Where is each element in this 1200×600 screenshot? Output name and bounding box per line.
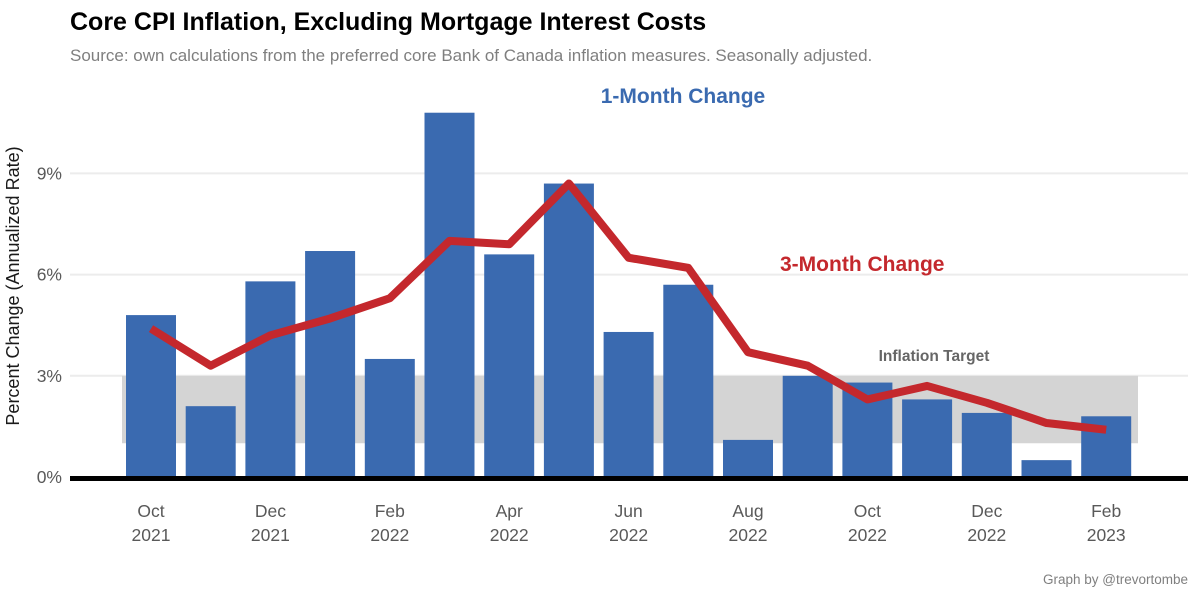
bar-dec-2022: [961, 412, 1012, 477]
x-axis-line: [70, 476, 1188, 481]
x-tick-label: Apr 2022: [490, 501, 529, 545]
x-tick-year: 2023: [1087, 525, 1126, 545]
x-tick-month: Oct: [137, 501, 164, 521]
x-tick-year: 2022: [609, 525, 648, 545]
x-tick-month: Dec: [971, 501, 1002, 521]
x-tick-year: 2022: [370, 525, 409, 545]
inflation-target-label: Inflation Target: [878, 348, 990, 365]
x-tick-month: Aug: [732, 501, 763, 521]
bar-series-layer: [126, 112, 1132, 477]
legend-1-month-change: 1-Month Change: [600, 85, 766, 108]
x-tick-label: Dec 2022: [967, 501, 1006, 545]
tick-labels-layer: 0% 3% 6% 9% Oct 2021 Dec 2021 Feb 2022 Apr 2022 Jun 2…: [37, 163, 1126, 545]
x-tick-label: Feb 2023: [1087, 501, 1126, 545]
credit-label: Graph by @trevortombe: [1042, 572, 1188, 587]
x-tick-month: Jun: [614, 501, 642, 521]
bar-mar-2022: [424, 112, 475, 477]
y-tick-label: 0%: [37, 467, 62, 487]
x-tick-month: Feb: [1091, 501, 1121, 521]
x-tick-month: Oct: [854, 501, 881, 521]
x-tick-year: 2022: [848, 525, 887, 545]
x-tick-label: Feb 2022: [370, 501, 409, 545]
x-tick-year: 2022: [729, 525, 768, 545]
bar-jan-2023: [1021, 460, 1072, 477]
x-tick-label: Oct 2021: [132, 501, 171, 545]
x-tick-year: 2021: [251, 525, 290, 545]
bar-dec-2021: [245, 281, 296, 477]
bar-jun-2022: [603, 331, 654, 477]
bar-aug-2022: [723, 439, 773, 477]
x-tick-label: Oct 2022: [848, 501, 887, 545]
legend-3-month-change: 3-Month Change: [780, 253, 945, 276]
bar-sep-2022: [782, 375, 833, 477]
page-title: Core CPI Inflation, Excluding Mortgage I…: [70, 8, 707, 36]
bar-may-2022: [543, 183, 594, 477]
bar-jul-2022: [663, 284, 714, 477]
x-tick-year: 2021: [132, 525, 171, 545]
bar-nov-2022: [902, 399, 953, 477]
y-tick-label: 6%: [37, 265, 62, 285]
x-tick-month: Apr: [496, 501, 523, 521]
x-tick-year: 2022: [967, 525, 1006, 545]
bar-feb-2022: [364, 358, 415, 477]
bar-jan-2022: [305, 251, 356, 477]
x-tick-label: Aug 2022: [729, 501, 768, 545]
line-series-layer: [148, 179, 1107, 434]
y-axis-title: Percent Change (Annualized Rate): [3, 146, 23, 425]
three-month-change-line: [148, 179, 1107, 434]
y-tick-label: 9%: [37, 163, 62, 183]
page-subtitle: Source: own calculations from the prefer…: [70, 46, 873, 65]
bar-nov-2021: [185, 406, 236, 477]
x-tick-month: Feb: [375, 501, 405, 521]
x-tick-year: 2022: [490, 525, 529, 545]
x-tick-label: Dec 2021: [251, 501, 290, 545]
x-tick-month: Dec: [255, 501, 286, 521]
bar-apr-2022: [484, 254, 535, 477]
x-tick-label: Jun 2022: [609, 501, 648, 545]
y-tick-label: 3%: [37, 366, 62, 386]
axis-layer: [70, 476, 1188, 481]
